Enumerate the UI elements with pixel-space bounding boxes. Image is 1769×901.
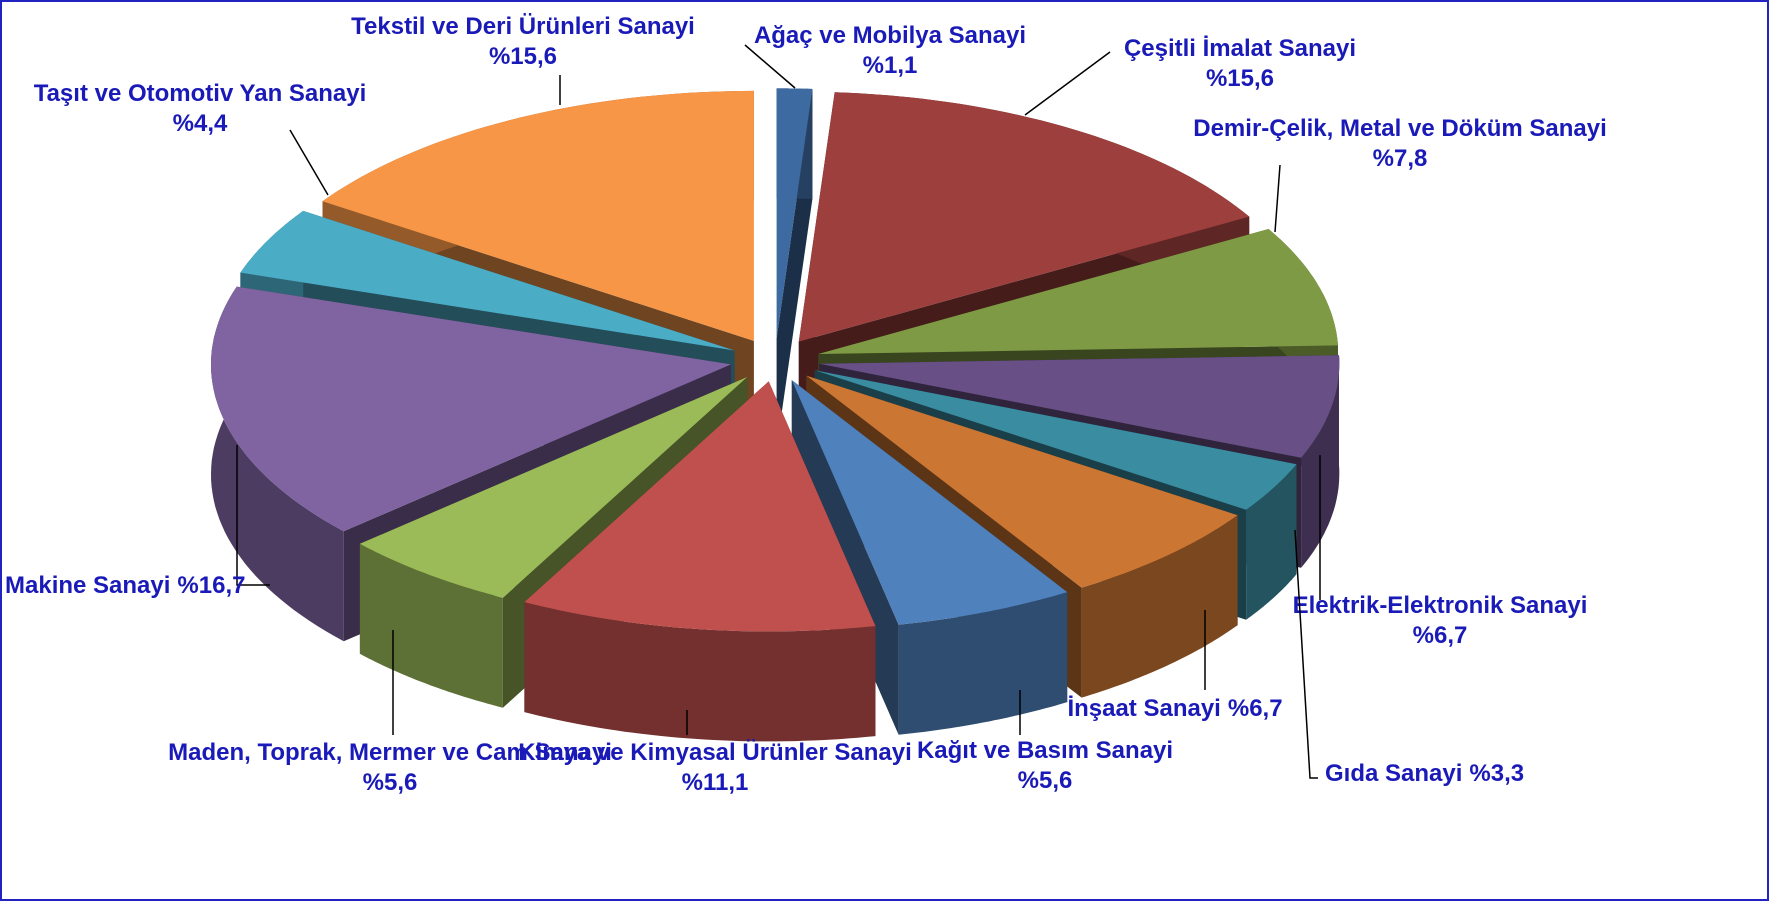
label-name: Çeşitli İmalat Sanayi: [1124, 35, 1356, 62]
leader-line: [1274, 164, 1281, 233]
data-label: Elektrik-Elektronik Sanayi %6,7: [1293, 592, 1588, 649]
label-name: Demir-Çelik, Metal ve Döküm Sanayi: [1193, 115, 1606, 142]
data-label: Kimya ve Kimyasal Ürünler Sanayi %11,1: [518, 739, 912, 796]
slice-side: [1246, 464, 1297, 620]
label-value: %11,1: [682, 769, 749, 796]
label-value: %15,6: [489, 43, 557, 70]
slice-top: [524, 381, 876, 632]
label-name: Ağaç ve Mobilya Sanayi: [754, 22, 1026, 49]
slice-top: [819, 355, 1340, 458]
slice-top: [240, 210, 735, 351]
slice-top: [798, 92, 1250, 342]
leader-line: [236, 445, 270, 586]
label-name: Maden, Toprak, Mermer ve Cam Sanayi: [168, 739, 612, 766]
label-name: Gıda Sanayi: [1325, 760, 1462, 787]
label-value: %15,6: [1206, 65, 1274, 92]
slice-top: [776, 88, 813, 339]
slice-top: [806, 375, 1238, 588]
label-value: %6,7: [1228, 695, 1283, 722]
data-label: Tekstil ve Deri Ürünleri Sanayi %15,6: [351, 13, 695, 70]
data-label: Gıda Sanayi %3,3: [1325, 760, 1524, 787]
slice-side: [359, 543, 503, 708]
leader-line: [1294, 529, 1318, 779]
label-name: Elektrik-Elektronik Sanayi: [1293, 592, 1588, 619]
label-value: %5,6: [363, 769, 418, 796]
label-name: Makine Sanayi: [5, 572, 170, 599]
data-label: Çeşitli İmalat Sanayi %15,6: [1124, 35, 1356, 92]
slice-side: [524, 602, 876, 742]
label-value: %7,8: [1373, 145, 1428, 172]
label-name: Kimya ve Kimyasal Ürünler Sanayi: [518, 739, 912, 766]
data-label: Maden, Toprak, Mermer ve Cam Sanayi %5,6: [168, 739, 612, 796]
slice-side: [211, 286, 344, 642]
leader-line: [289, 129, 329, 196]
leader-line: [1024, 51, 1111, 116]
slice-top: [359, 377, 748, 598]
label-name: Taşıt ve Otomotiv Yan Sanayi: [34, 80, 367, 107]
slice-side: [898, 592, 1068, 735]
slice-top: [322, 90, 754, 341]
data-label: Kağıt ve Basım Sanayi %5,6: [917, 737, 1173, 794]
data-label: Makine Sanayi %16,7: [5, 572, 245, 599]
data-label: Ağaç ve Mobilya Sanayi %1,1: [754, 22, 1026, 79]
label-name: Kağıt ve Basım Sanayi: [917, 737, 1173, 764]
data-label: Taşıt ve Otomotiv Yan Sanayi %4,4: [34, 80, 367, 137]
label-value: %4,4: [173, 110, 228, 137]
label-value: %6,7: [1413, 622, 1468, 649]
slice-side: [1081, 515, 1238, 698]
slice: [524, 381, 876, 742]
slice-top: [791, 380, 1068, 625]
leader-line: [744, 44, 796, 89]
slice-top: [818, 229, 1338, 354]
data-label: İnşaat Sanayi %6,7: [1067, 695, 1282, 722]
label-value: %5,6: [1018, 767, 1073, 794]
data-label: Demir-Çelik, Metal ve Döküm Sanayi %7,8: [1193, 115, 1606, 172]
slice: [776, 88, 813, 449]
label-name: İnşaat Sanayi: [1067, 695, 1220, 722]
slice-top: [211, 286, 731, 532]
slice-top: [814, 370, 1297, 510]
label-value: %16,7: [177, 572, 245, 599]
label-value: %1,1: [863, 52, 918, 79]
label-value: %3,3: [1469, 760, 1524, 787]
label-name: Tekstil ve Deri Ürünleri Sanayi: [351, 13, 695, 40]
